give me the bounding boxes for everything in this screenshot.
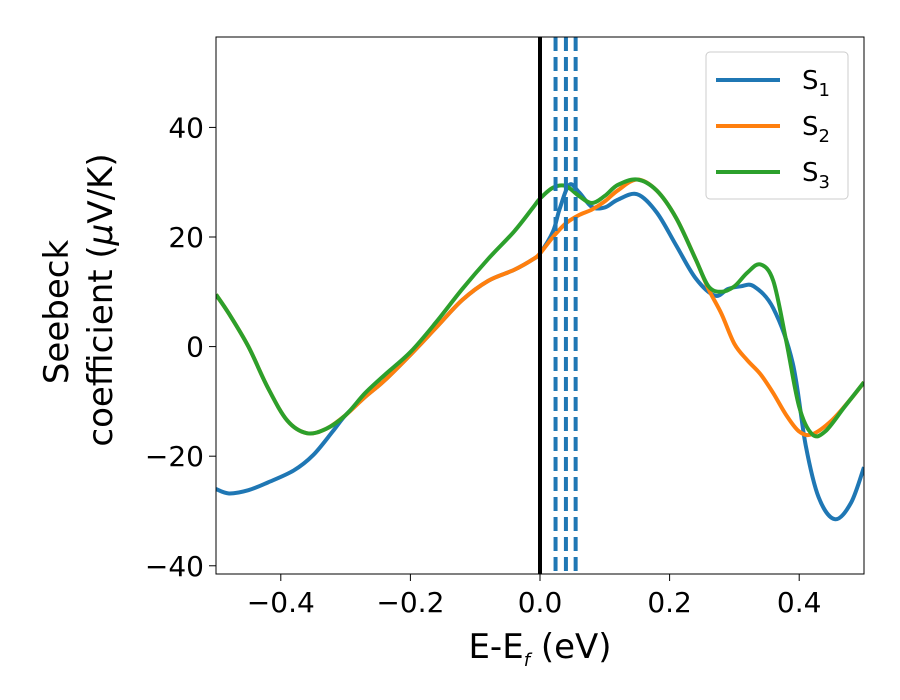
legend-label-s2: S2 xyxy=(802,112,830,147)
y-tick-label: 0 xyxy=(186,331,204,364)
y-axis-label: Seebeck coefficient (μV/K) xyxy=(37,153,121,446)
x-tick-label: 0.4 xyxy=(777,586,822,619)
x-tick-label: −0.4 xyxy=(247,586,315,619)
x-tick-label: −0.2 xyxy=(376,586,444,619)
y-axis-label-line2: coefficient (μV/K) xyxy=(81,153,121,446)
series-line-s1 xyxy=(216,182,864,522)
legend-label-s1: S1 xyxy=(802,66,830,101)
legend-label-s3: S3 xyxy=(802,158,830,193)
legend: S1 S2 S3 xyxy=(705,51,849,200)
series-line-s3 xyxy=(216,177,864,439)
plot-area xyxy=(216,37,864,574)
x-tick-label: 0.0 xyxy=(518,586,563,619)
x-tick-label: 0.2 xyxy=(647,586,692,619)
y-tick-label: −20 xyxy=(145,440,204,473)
y-axis-label-line1: Seebeck xyxy=(37,240,77,385)
y-tick-label: −40 xyxy=(145,550,204,583)
y-axis: −40 −20 0 20 40 xyxy=(145,111,216,583)
x-axis: −0.4 −0.2 0.0 0.2 0.4 xyxy=(247,574,822,619)
y-tick-label: 20 xyxy=(168,221,204,254)
y-tick-label: 40 xyxy=(168,111,204,144)
x-axis-label: E-Ef (eV) xyxy=(468,627,611,671)
